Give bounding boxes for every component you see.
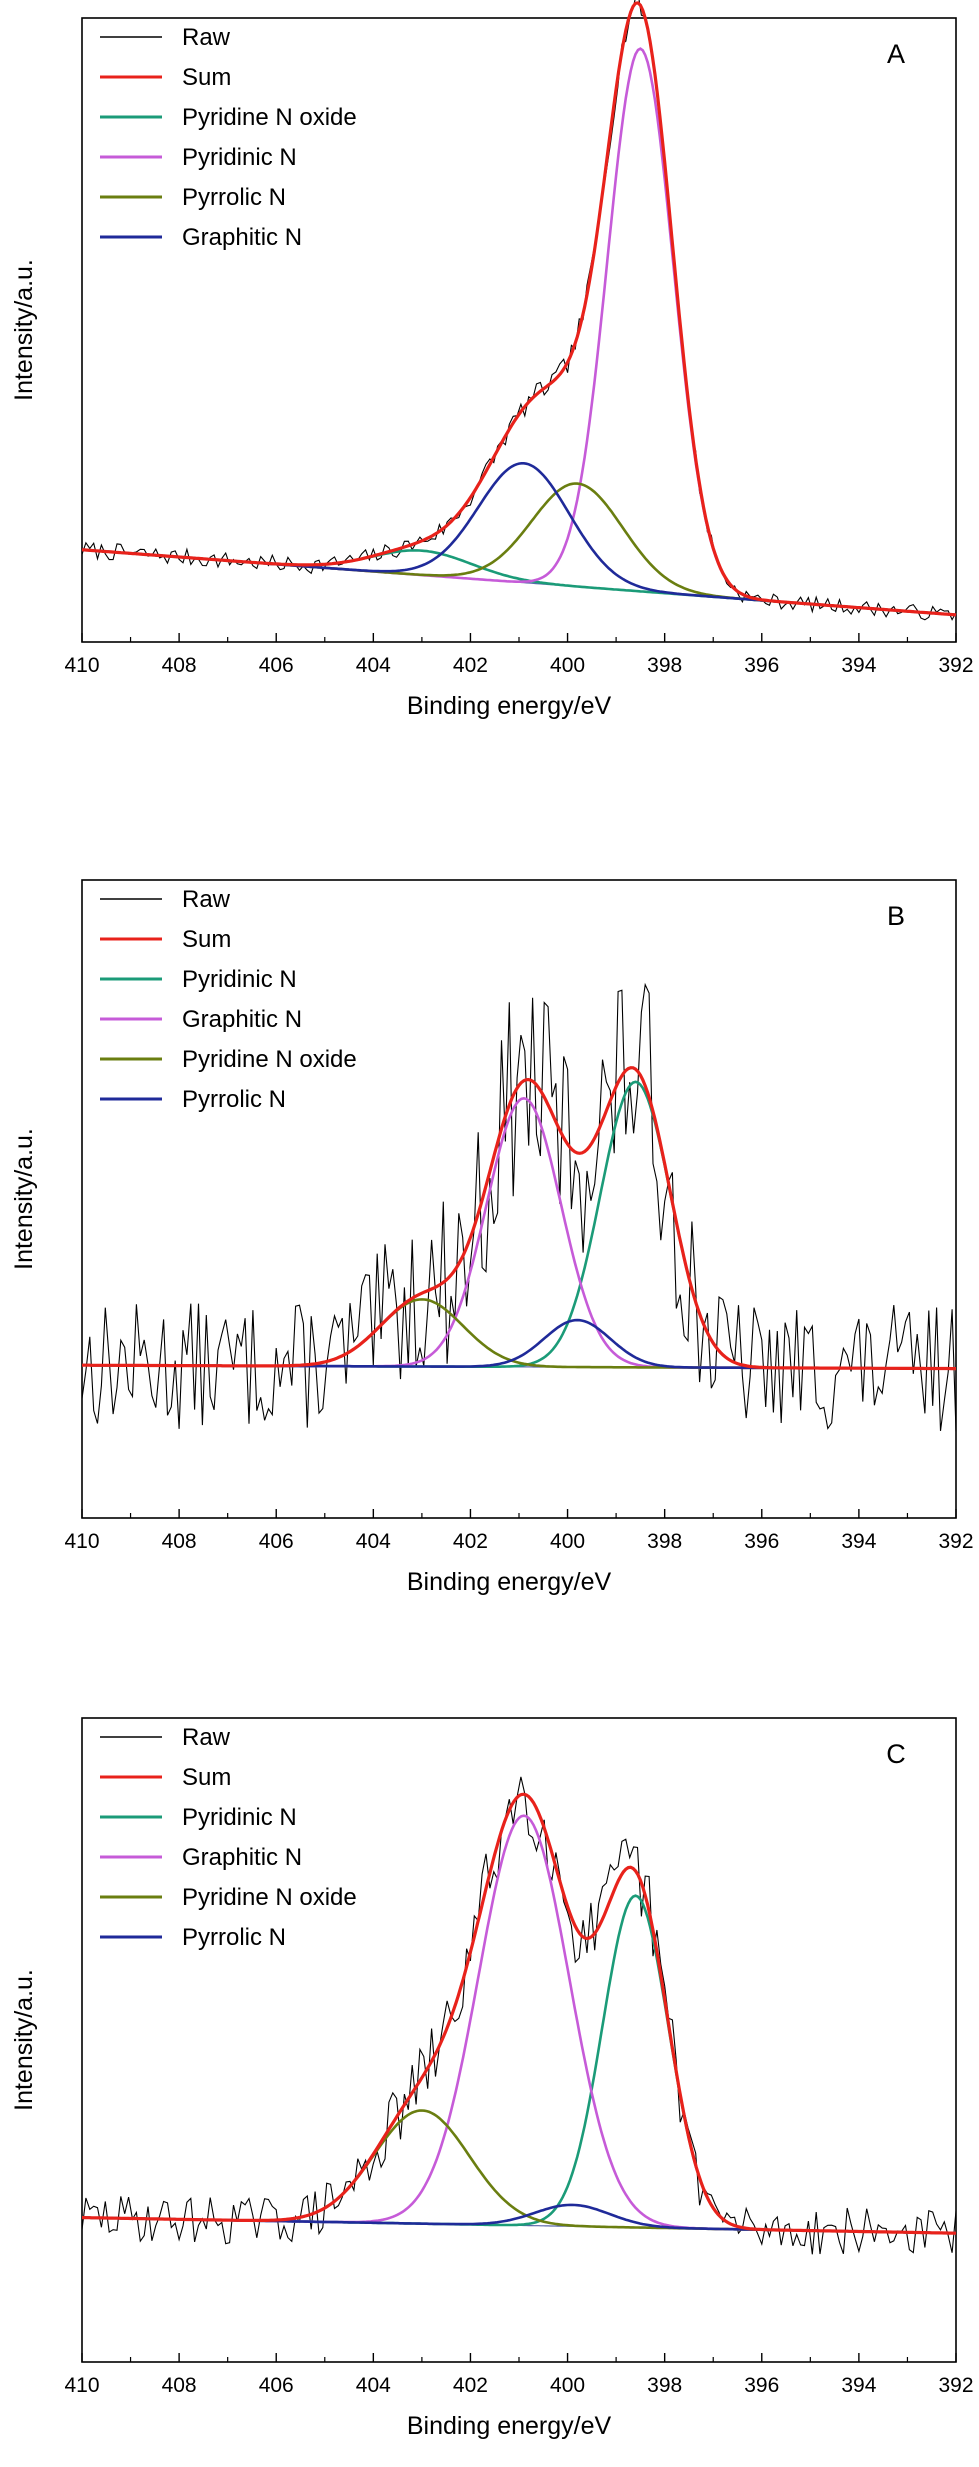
- chart-panel-B: 410 408 406 404 402 400 398 396 394 392 Binding en…: [10, 879, 974, 1596]
- x-tick-label: 392: [938, 654, 973, 677]
- legend-entry: Sum: [182, 64, 231, 91]
- panel-label: C: [886, 1739, 906, 1769]
- x-tick-label: 396: [744, 2374, 779, 2397]
- x-axis-title: Binding energy/eV: [407, 1568, 612, 1596]
- x-tick-label: 392: [938, 2374, 973, 2397]
- legend-entry: Pyridinic N: [182, 144, 297, 171]
- x-tick-label: 410: [64, 1530, 99, 1553]
- legend-entry: Graphitic N: [182, 1006, 302, 1033]
- legend-entry: Pyrrolic N: [182, 1086, 286, 1113]
- x-tick-label: 394: [841, 654, 876, 677]
- panel-label: B: [887, 901, 905, 931]
- x-tick-label: 400: [550, 654, 585, 677]
- x-tick-label: 394: [841, 2374, 876, 2397]
- x-tick-label: 398: [647, 654, 682, 677]
- y-axis-title: Intensity/a.u.: [10, 1969, 38, 2111]
- series-sum: [82, 1792, 956, 2235]
- chart-panel-A: 410 408 406 404 402 400 398 396 394 392 Binding en…: [10, 0, 974, 720]
- x-tick-label: 398: [647, 2374, 682, 2397]
- legend-entry: Raw: [182, 24, 231, 51]
- series-raw: [81, 0, 957, 621]
- legend-entry: Pyrrolic N: [182, 184, 286, 211]
- x-tick-label: 400: [550, 2374, 585, 2397]
- x-tick-label: 408: [162, 654, 197, 677]
- series-raw: [81, 1776, 957, 2255]
- legend-entry: Pyridine N oxide: [182, 104, 357, 131]
- legend-entry: Pyridinic N: [182, 1804, 297, 1831]
- series-graphitic-n: [82, 1814, 956, 2235]
- legend-entry: Pyridine N oxide: [182, 1884, 357, 1911]
- y-axis-title: Intensity/a.u.: [10, 259, 38, 401]
- legend: Raw Sum Pyridine N oxide Pyridinic N Pyrroli…: [100, 24, 357, 251]
- x-tick-label: 394: [841, 1530, 876, 1553]
- x-tick-label: 400: [550, 1530, 585, 1553]
- legend-entry: Sum: [182, 1764, 231, 1791]
- panel-label: A: [887, 39, 905, 69]
- x-tick-label: 408: [162, 2374, 197, 2397]
- x-tick-label: 392: [938, 1530, 973, 1553]
- legend-entry: Graphitic N: [182, 224, 302, 251]
- x-tick-label: 404: [356, 1530, 391, 1553]
- x-tick-label: 406: [259, 654, 294, 677]
- x-tick-label: 410: [64, 654, 99, 677]
- series-raw: [81, 982, 957, 1432]
- x-tick-label: 396: [744, 1530, 779, 1553]
- legend-entry: Pyridinic N: [182, 966, 297, 993]
- series-pyrrolic-n: [81, 482, 957, 617]
- x-tick-label: 402: [453, 2374, 488, 2397]
- legend-entry: Pyrrolic N: [182, 1924, 286, 1951]
- x-tick-label: 404: [356, 2374, 391, 2397]
- series-pyrrolic-n: [82, 1318, 956, 1370]
- series-pyridinic-n: [81, 47, 957, 617]
- x-tick-label: 398: [647, 1530, 682, 1553]
- x-tick-label: 410: [64, 2374, 99, 2397]
- x-tick-label: 406: [259, 2374, 294, 2397]
- legend-entry: Raw: [182, 1724, 231, 1751]
- x-axis-title: Binding energy/eV: [407, 2412, 612, 2440]
- legend: Raw Sum Pyridinic N Graphitic N Pyridine N o…: [100, 886, 357, 1113]
- x-tick-label: 406: [259, 1530, 294, 1553]
- series-graphitic-n: [82, 1096, 956, 1370]
- x-tick-label: 396: [744, 654, 779, 677]
- x-axis-title: Binding energy/eV: [407, 692, 612, 720]
- series-sum: [82, 1066, 956, 1371]
- x-tick-label: 408: [162, 1530, 197, 1553]
- x-tick-label: 402: [453, 1530, 488, 1553]
- legend-entry: Graphitic N: [182, 1844, 302, 1871]
- series-pyridinic-n: [82, 1080, 956, 1370]
- legend: Raw Sum Pyridinic N Graphitic N Pyridine N o…: [100, 1724, 357, 1951]
- legend-entry: Sum: [182, 926, 231, 953]
- legend-entry: Raw: [182, 886, 231, 913]
- x-tick-label: 402: [453, 654, 488, 677]
- legend-entry: Pyridine N oxide: [182, 1046, 357, 1073]
- x-tick-label: 404: [356, 654, 391, 677]
- series-sum: [81, 1, 957, 617]
- y-axis-title: Intensity/a.u.: [10, 1128, 38, 1270]
- chart-panel-C: 410 408 406 404 402 400 398 396 394 392 Binding en…: [10, 1717, 974, 2440]
